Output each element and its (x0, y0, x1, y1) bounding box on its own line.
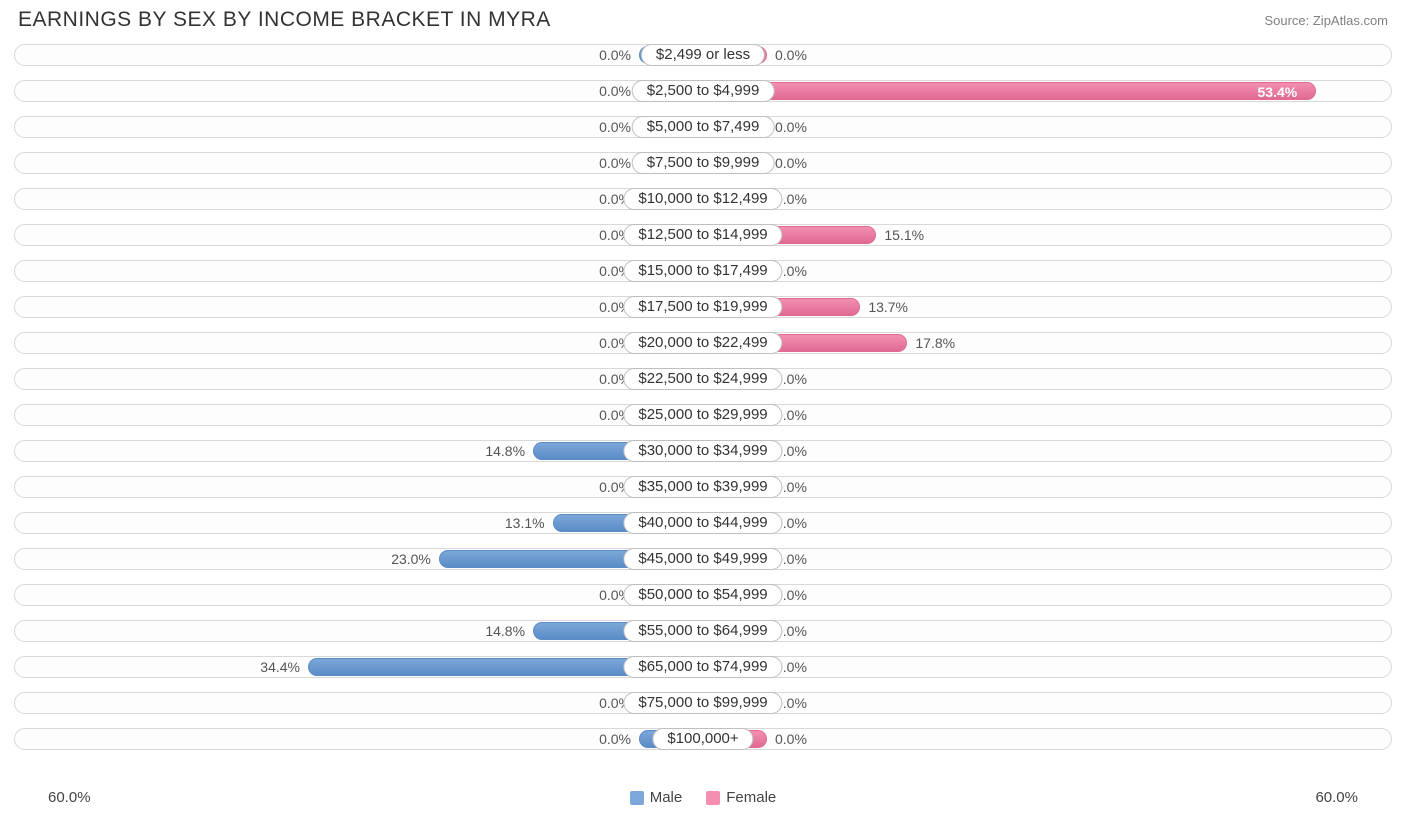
chart-row: 0.0%0.0%$35,000 to $39,999 (14, 470, 1392, 504)
male-value-label: 0.0% (591, 731, 639, 747)
male-value-label: 23.0% (383, 551, 439, 567)
legend-swatch-male (630, 791, 644, 805)
bracket-label: $50,000 to $54,999 (623, 584, 782, 606)
bracket-label: $100,000+ (652, 728, 753, 750)
female-value-label: 0.0% (767, 731, 815, 747)
male-value-label: 14.8% (477, 623, 533, 639)
female-value-label: 17.8% (907, 335, 963, 351)
legend: Male Female (630, 789, 777, 806)
chart-row: 0.0%0.0%$25,000 to $29,999 (14, 398, 1392, 432)
bracket-label: $2,499 or less (641, 44, 765, 66)
bracket-label: $22,500 to $24,999 (623, 368, 782, 390)
chart-row: 0.0%53.4%$2,500 to $4,999 (14, 74, 1392, 108)
chart-row: 0.0%0.0%$22,500 to $24,999 (14, 362, 1392, 396)
bracket-label: $75,000 to $99,999 (623, 692, 782, 714)
bracket-label: $2,500 to $4,999 (632, 80, 775, 102)
bracket-label: $15,000 to $17,499 (623, 260, 782, 282)
chart-row: 0.0%17.8%$20,000 to $22,499 (14, 326, 1392, 360)
chart-area: 0.0%0.0%$2,499 or less0.0%53.4%$2,500 to… (0, 36, 1406, 756)
chart-row: 34.4%0.0%$65,000 to $74,999 (14, 650, 1392, 684)
chart-row: 0.0%0.0%$10,000 to $12,499 (14, 182, 1392, 216)
bracket-label: $35,000 to $39,999 (623, 476, 782, 498)
bracket-label: $40,000 to $44,999 (623, 512, 782, 534)
chart-row: 0.0% 0.0%$2,499 or less (14, 38, 1392, 72)
axis-label-right: 60.0% (1315, 789, 1358, 806)
male-value-label: 0.0% (591, 47, 639, 63)
chart-source: Source: ZipAtlas.com (1264, 13, 1388, 28)
legend-label-female: Female (726, 789, 776, 806)
chart-row: 0.0%0.0%$75,000 to $99,999 (14, 686, 1392, 720)
chart-row: 14.8%0.0%$55,000 to $64,999 (14, 614, 1392, 648)
chart-header: EARNINGS BY SEX BY INCOME BRACKET IN MYR… (0, 0, 1406, 36)
bracket-label: $10,000 to $12,499 (623, 188, 782, 210)
male-value-label: 14.8% (477, 443, 533, 459)
male-value-label: 34.4% (252, 659, 308, 675)
bracket-label: $20,000 to $22,499 (623, 332, 782, 354)
bracket-label: $12,500 to $14,999 (623, 224, 782, 246)
bracket-label: $55,000 to $64,999 (623, 620, 782, 642)
female-bar: 53.4% (703, 82, 1316, 100)
chart-row: 23.0%0.0%$45,000 to $49,999 (14, 542, 1392, 576)
female-bar-wrap: 53.4% (703, 82, 1316, 100)
chart-row: 0.0% 0.0% $100,000+ (14, 722, 1392, 756)
chart-title: EARNINGS BY SEX BY INCOME BRACKET IN MYR… (18, 8, 551, 32)
bracket-label: $17,500 to $19,999 (623, 296, 782, 318)
chart-row: 0.0%15.1%$12,500 to $14,999 (14, 218, 1392, 252)
chart-row: 0.0%0.0%$50,000 to $54,999 (14, 578, 1392, 612)
chart-row: 13.1%0.0%$40,000 to $44,999 (14, 506, 1392, 540)
bracket-label: $65,000 to $74,999 (623, 656, 782, 678)
female-value-label: 13.7% (860, 299, 916, 315)
bracket-label: $25,000 to $29,999 (623, 404, 782, 426)
female-value-label: 15.1% (876, 227, 932, 243)
chart-row: 0.0%13.7%$17,500 to $19,999 (14, 290, 1392, 324)
bracket-label: $45,000 to $49,999 (623, 548, 782, 570)
female-value-label: 53.4% (1250, 84, 1306, 100)
male-value-label: 13.1% (497, 515, 553, 531)
chart-row: 0.0%0.0%$15,000 to $17,499 (14, 254, 1392, 288)
legend-item-female: Female (706, 789, 776, 806)
legend-swatch-female (706, 791, 720, 805)
female-value-label: 0.0% (767, 47, 815, 63)
chart-row: 0.0%0.0%$5,000 to $7,499 (14, 110, 1392, 144)
bracket-label: $30,000 to $34,999 (623, 440, 782, 462)
bracket-label: $7,500 to $9,999 (632, 152, 775, 174)
chart-row: 14.8%0.0%$30,000 to $34,999 (14, 434, 1392, 468)
legend-label-male: Male (650, 789, 683, 806)
legend-item-male: Male (630, 789, 683, 806)
bracket-label: $5,000 to $7,499 (632, 116, 775, 138)
axis-label-left: 60.0% (48, 789, 91, 806)
chart-row: 0.0%0.0%$7,500 to $9,999 (14, 146, 1392, 180)
chart-footer: 60.0% Male Female 60.0% (0, 789, 1406, 806)
